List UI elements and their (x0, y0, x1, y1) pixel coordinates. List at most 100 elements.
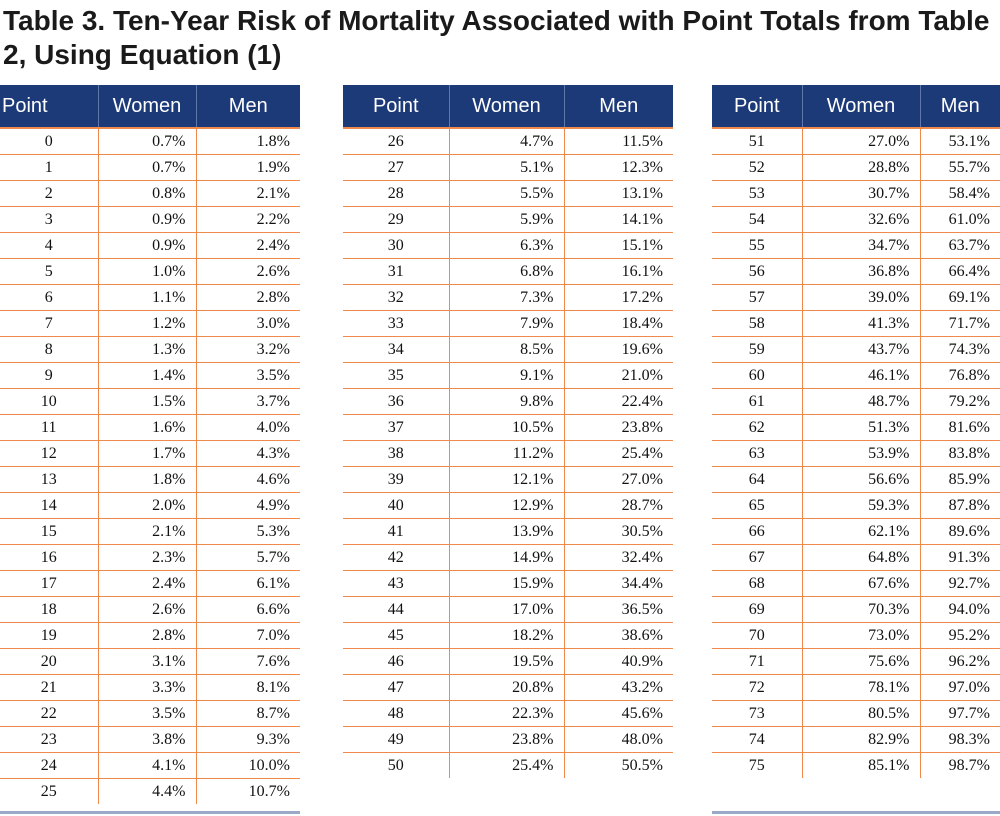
table-row: 23 3.8% 9.3% (0, 726, 300, 753)
risk-table-points-0-25: Point Women Men 0 0.7% 1.8% 1 0.7% 1.9% 2 0.8% 2… (0, 85, 300, 804)
point-cell: 30 (343, 232, 449, 259)
table-row: 58 41.3% 71.7% (712, 310, 1000, 337)
table-row: 38 11.2% 25.4% (343, 440, 673, 467)
point-cell: 8 (0, 336, 98, 363)
bottom-rule-gap (300, 806, 712, 814)
men-risk-cell: 85.9% (919, 466, 1000, 493)
men-risk-cell: 98.7% (919, 752, 1000, 778)
men-risk-cell: 4.6% (195, 466, 300, 493)
point-cell: 33 (343, 310, 449, 337)
women-risk-cell: 4.4% (97, 778, 196, 804)
table-row: 13 1.8% 4.6% (0, 466, 300, 493)
women-risk-cell: 1.4% (97, 362, 196, 389)
point-cell: 57 (712, 284, 802, 311)
table-row: 10 1.5% 3.7% (0, 388, 300, 415)
table-row: 55 34.7% 63.7% (712, 232, 1000, 259)
men-risk-cell: 74.3% (919, 336, 1000, 363)
women-risk-cell: 11.2% (448, 440, 564, 467)
men-risk-cell: 95.2% (919, 622, 1000, 649)
table-row: 64 56.6% 85.9% (712, 466, 1000, 493)
table-header-row: Point Women Men (0, 85, 300, 129)
women-risk-cell: 14.9% (448, 544, 564, 571)
table-row: 18 2.6% 6.6% (0, 596, 300, 623)
men-risk-cell: 21.0% (563, 362, 673, 389)
point-cell: 21 (0, 674, 98, 701)
table-row: 45 18.2% 38.6% (343, 622, 673, 649)
point-cell: 46 (343, 648, 449, 675)
women-risk-cell: 30.7% (801, 180, 920, 207)
point-cell: 40 (343, 492, 449, 519)
men-risk-cell: 5.7% (195, 544, 300, 571)
women-risk-cell: 41.3% (801, 310, 920, 337)
table-row: 49 23.8% 48.0% (343, 726, 673, 753)
point-cell: 14 (0, 492, 98, 519)
women-risk-cell: 9.1% (448, 362, 564, 389)
point-cell: 5 (0, 258, 98, 285)
table-row: 5 1.0% 2.6% (0, 258, 300, 285)
header-point: Point (712, 85, 802, 129)
point-cell: 38 (343, 440, 449, 467)
men-risk-cell: 15.1% (563, 232, 673, 259)
point-cell: 39 (343, 466, 449, 493)
point-cell: 50 (387, 756, 404, 774)
table-row: 51 27.0% 53.1% (712, 128, 1000, 155)
point-cell: 58 (712, 310, 802, 337)
men-risk-cell: 22.4% (563, 388, 673, 415)
men-risk-cell: 92.7% (919, 570, 1000, 597)
header-point: Point (0, 85, 98, 129)
table-row: 63 53.9% 83.8% (712, 440, 1000, 467)
men-risk-cell: 34.4% (563, 570, 673, 597)
women-risk-cell: 82.9% (801, 726, 920, 753)
men-risk-cell: 4.0% (195, 414, 300, 441)
point-cell: 66 (712, 518, 802, 545)
men-risk-cell: 8.1% (195, 674, 300, 701)
point-cell: 20 (0, 648, 98, 675)
table-row: 71 75.6% 96.2% (712, 648, 1000, 675)
table-row: 56 36.8% 66.4% (712, 258, 1000, 285)
men-risk-cell: 1.9% (195, 154, 300, 181)
table-row: 65 59.3% 87.8% (712, 492, 1000, 519)
women-risk-cell: 7.3% (448, 284, 564, 311)
women-risk-cell: 0.8% (97, 180, 196, 207)
men-risk-cell: 10.7% (195, 778, 300, 804)
women-risk-cell: 1.3% (97, 336, 196, 363)
table-row: 47 20.8% 43.2% (343, 674, 673, 701)
point-cell: 63 (712, 440, 802, 467)
women-risk-cell: 78.1% (801, 674, 920, 701)
table-row: 62 51.3% 81.6% (712, 414, 1000, 441)
header-point: Point (343, 85, 449, 129)
men-risk-cell: 43.2% (563, 674, 673, 701)
men-risk-cell: 10.0% (195, 752, 300, 779)
men-risk-cell: 28.7% (563, 492, 673, 519)
men-risk-cell: 5.3% (195, 518, 300, 545)
women-risk-cell: 0.7% (97, 154, 196, 181)
men-risk-cell: 40.9% (563, 648, 673, 675)
point-cell: 47 (343, 674, 449, 701)
table-row: 12 1.7% 4.3% (0, 440, 300, 467)
table-row: 57 39.0% 69.1% (712, 284, 1000, 311)
table-row: 9 1.4% 3.5% (0, 362, 300, 389)
women-risk-cell: 1.1% (97, 284, 196, 311)
point-cell: 27 (343, 154, 449, 181)
table-row: 26 4.7% 11.5% (343, 128, 673, 155)
point-cell: 37 (343, 414, 449, 441)
women-risk-cell: 3.8% (97, 726, 196, 753)
point-cell: 0 (0, 128, 98, 155)
point-cell: 34 (343, 336, 449, 363)
women-risk-cell: 64.8% (801, 544, 920, 571)
table-row: 44 17.0% 36.5% (343, 596, 673, 623)
table-row: 74 82.9% 98.3% (712, 726, 1000, 753)
men-risk-cell: 97.7% (919, 700, 1000, 727)
men-risk-cell: 66.4% (919, 258, 1000, 285)
table-row: 37 10.5% 23.8% (343, 414, 673, 441)
women-risk-cell: 0.9% (97, 206, 196, 233)
men-risk-cell: 76.8% (919, 362, 1000, 389)
table-row: 6 1.1% 2.8% (0, 284, 300, 311)
men-risk-cell: 12.3% (563, 154, 673, 181)
men-risk-cell: 19.6% (563, 336, 673, 363)
risk-table-points-26-50: Point Women Men 26 4.7% 11.5% 27 5.1% 12.3% 28… (343, 85, 673, 778)
men-risk-cell: 91.3% (919, 544, 1000, 571)
men-risk-cell: 71.7% (919, 310, 1000, 337)
point-cell: 62 (712, 414, 802, 441)
women-risk-cell: 5.9% (448, 206, 564, 233)
